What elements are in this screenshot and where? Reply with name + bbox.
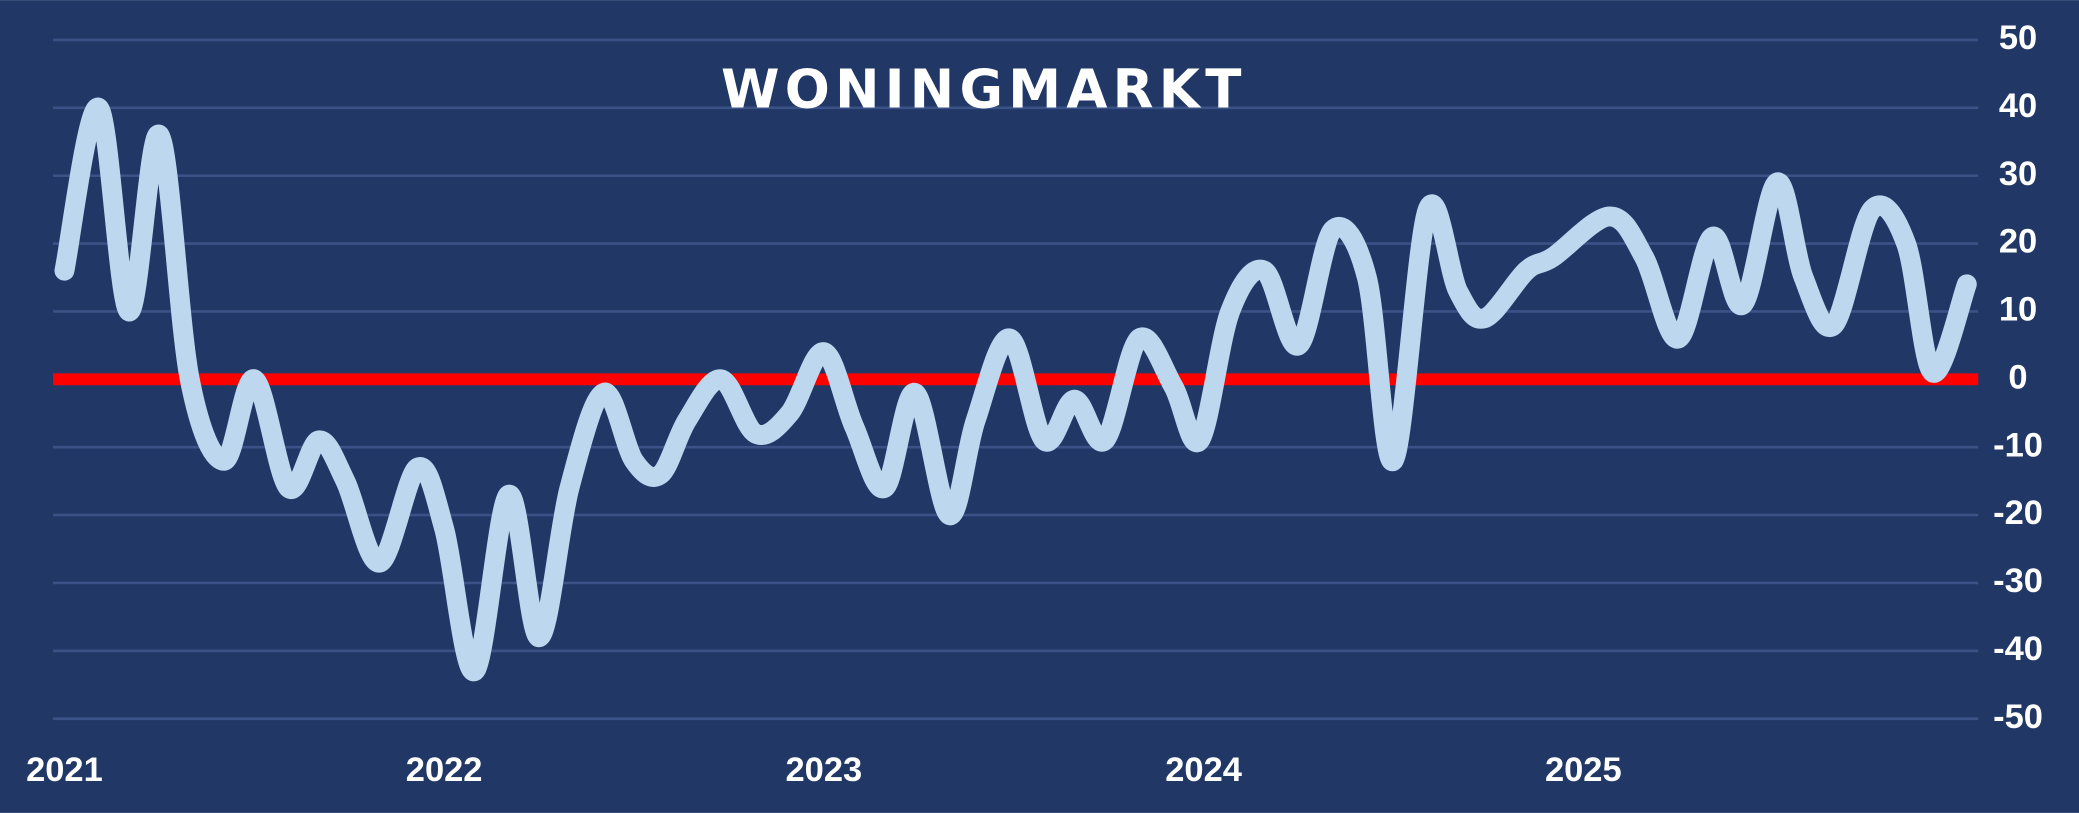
x-tick-label: 2021 <box>26 751 103 789</box>
plot <box>53 97 1979 682</box>
y-tick-label: -40 <box>1993 630 2043 668</box>
x-tick-label: 2025 <box>1545 751 1622 789</box>
y-tick-label: 40 <box>1999 87 2037 125</box>
data-line <box>54 97 1977 682</box>
y-tick-label: 10 <box>1999 291 2037 329</box>
x-tick-label: 2024 <box>1165 751 1242 789</box>
y-tick-label: -30 <box>1993 562 2043 600</box>
y-tick-label: 30 <box>1999 155 2037 193</box>
y-tick-label: -20 <box>1993 494 2043 532</box>
y-tick-label: -50 <box>1993 698 2043 736</box>
y-tick-label: 20 <box>1999 223 2037 261</box>
x-tick-label: 2023 <box>786 751 863 789</box>
x-tick-label: 2022 <box>406 751 483 789</box>
y-tick-label: 50 <box>1999 19 2037 57</box>
y-tick-label: -10 <box>1993 426 2043 464</box>
grid <box>53 38 1979 721</box>
y-tick-label: 0 <box>2008 358 2027 396</box>
chart-title: WONINGMARKT <box>721 59 1247 121</box>
